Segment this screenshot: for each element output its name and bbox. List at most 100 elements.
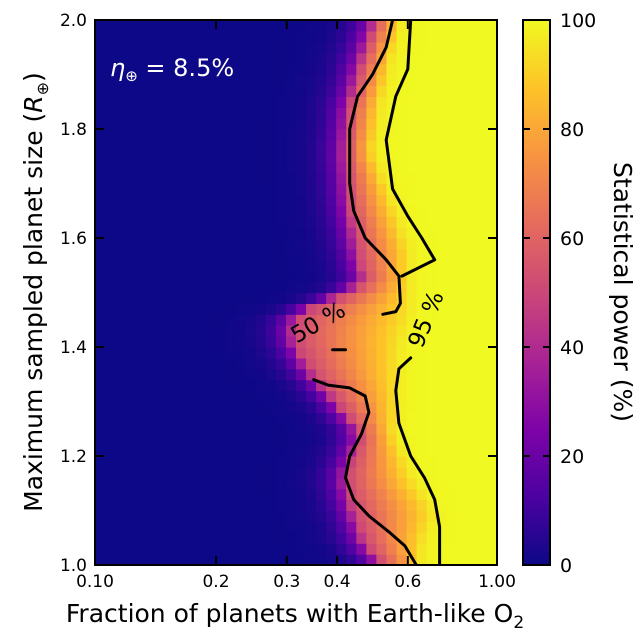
heatmap-cell xyxy=(205,161,217,174)
heatmap-cell xyxy=(265,96,277,108)
heatmap-cell xyxy=(456,379,468,392)
heatmap-cell xyxy=(105,521,116,533)
heatmap-cell xyxy=(416,74,428,86)
heatmap-cell xyxy=(265,85,277,97)
heatmap-cell xyxy=(366,368,377,381)
heatmap-cell xyxy=(225,456,237,468)
heatmap-cell xyxy=(396,554,408,565)
heatmap-cell xyxy=(326,357,337,370)
heatmap-cell xyxy=(396,445,408,457)
heatmap-cell xyxy=(155,379,166,392)
heatmap-cell xyxy=(95,85,106,97)
heatmap-cell xyxy=(456,85,468,97)
heatmap-cell xyxy=(426,456,438,468)
heatmap-cell xyxy=(376,74,388,86)
heatmap-cell xyxy=(105,336,116,348)
heatmap-cell xyxy=(265,172,277,185)
heatmap-cell xyxy=(115,466,126,479)
heatmap-cell xyxy=(215,30,227,43)
heatmap-cell xyxy=(275,488,287,501)
x-tick-label: 0.2 xyxy=(202,572,229,592)
heatmap-cell xyxy=(366,292,377,304)
heatmap-cell xyxy=(406,543,418,555)
heatmap-cell xyxy=(105,401,116,413)
heatmap-cell xyxy=(416,139,428,152)
y-tick-label: 1.4 xyxy=(60,338,87,358)
heatmap-cell xyxy=(466,554,478,565)
heatmap-cell xyxy=(466,270,478,283)
heatmap-cell xyxy=(476,63,488,76)
heatmap-cell xyxy=(296,521,307,533)
heatmap-cell xyxy=(446,554,458,565)
heatmap-cell xyxy=(215,41,227,54)
heatmap-cell xyxy=(456,499,468,512)
heatmap-cell xyxy=(366,172,377,185)
heatmap-cell xyxy=(466,172,478,185)
heatmap-cell xyxy=(215,499,227,512)
heatmap-cell xyxy=(416,161,428,174)
heatmap-cell xyxy=(195,292,207,304)
heatmap-cell xyxy=(386,85,398,97)
heatmap-cell xyxy=(275,445,287,457)
heatmap-cell xyxy=(195,129,207,141)
heatmap-cell xyxy=(436,379,448,392)
heatmap-cell xyxy=(225,554,237,565)
heatmap-cell xyxy=(346,270,357,283)
heatmap-cell xyxy=(366,96,377,108)
heatmap-cell xyxy=(336,74,347,86)
heatmap-cell xyxy=(145,477,156,490)
heatmap-cell xyxy=(235,412,247,424)
heatmap xyxy=(95,20,497,565)
heatmap-cell xyxy=(95,325,106,337)
heatmap-cell xyxy=(296,270,307,283)
heatmap-cell xyxy=(296,183,307,195)
heatmap-cell xyxy=(275,390,287,403)
heatmap-cell xyxy=(155,259,166,272)
heatmap-cell xyxy=(145,85,156,97)
heatmap-cell xyxy=(476,521,488,533)
heatmap-cell xyxy=(446,74,458,86)
heatmap-cell xyxy=(366,259,377,272)
heatmap-cell xyxy=(175,227,187,239)
heatmap-cell xyxy=(356,150,367,163)
heatmap-cell xyxy=(275,183,287,195)
heatmap-cell xyxy=(476,488,488,501)
heatmap-cell xyxy=(225,336,237,348)
heatmap-cell xyxy=(245,139,257,152)
heatmap-cell xyxy=(336,96,347,108)
heatmap-cell xyxy=(486,314,497,326)
heatmap-cell xyxy=(145,314,156,326)
heatmap-cell xyxy=(255,401,267,413)
heatmap-cell xyxy=(376,118,388,130)
heatmap-cell xyxy=(476,390,488,403)
heatmap-cell xyxy=(476,194,488,206)
heatmap-cell xyxy=(265,357,277,370)
heatmap-cell xyxy=(436,368,448,381)
heatmap-cell xyxy=(245,107,257,119)
heatmap-cell xyxy=(346,216,357,228)
heatmap-cell xyxy=(145,412,156,424)
heatmap-cell xyxy=(235,161,247,174)
heatmap-cell xyxy=(336,466,347,479)
heatmap-cell xyxy=(135,423,146,435)
heatmap-cell xyxy=(316,139,327,152)
heatmap-cell xyxy=(466,30,478,43)
heatmap-cell xyxy=(366,74,377,86)
heatmap-cell xyxy=(115,336,126,348)
heatmap-cell xyxy=(245,259,257,272)
heatmap-cell xyxy=(396,96,408,108)
heatmap-cell xyxy=(175,466,187,479)
heatmap-cell xyxy=(416,303,428,315)
heatmap-cell xyxy=(245,183,257,195)
heatmap-cell xyxy=(265,183,277,195)
heatmap-cell xyxy=(205,466,217,479)
heatmap-cell xyxy=(456,532,468,544)
heatmap-cell xyxy=(326,107,337,119)
heatmap-cell xyxy=(195,477,207,490)
heatmap-cell xyxy=(356,532,367,544)
heatmap-cell xyxy=(95,368,106,381)
heatmap-cell xyxy=(466,259,478,272)
heatmap-cell xyxy=(205,292,217,304)
heatmap-cell xyxy=(215,20,227,32)
heatmap-cell xyxy=(316,20,327,32)
